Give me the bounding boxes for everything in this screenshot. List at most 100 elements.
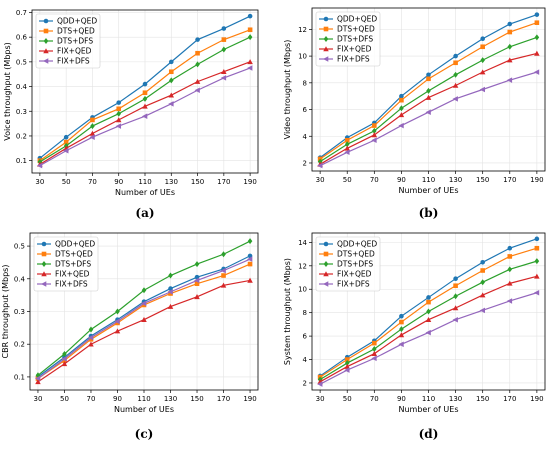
data-point-fix-dfs bbox=[194, 87, 200, 94]
data-point-dts-dfs bbox=[116, 110, 122, 117]
data-point-fix-dfs bbox=[344, 149, 350, 156]
y-axis-label: Video throughput (Mbps) bbox=[283, 40, 292, 140]
data-point-dts-qed bbox=[344, 357, 350, 362]
data-point-fix-dfs bbox=[371, 137, 377, 144]
data-point-dts-qed bbox=[141, 302, 147, 308]
legend-marker bbox=[43, 28, 49, 34]
data-point-fix-dfs bbox=[87, 334, 94, 341]
data-point-dts-qed bbox=[247, 261, 253, 267]
data-point-dts-dfs bbox=[507, 43, 513, 50]
x-tick-label: 150 bbox=[476, 395, 489, 403]
x-tick-label: 170 bbox=[503, 395, 516, 403]
data-point-dts-dfs bbox=[534, 34, 540, 41]
data-point-qdd-qed bbox=[534, 12, 540, 17]
data-point-fix-dfs bbox=[533, 69, 540, 75]
x-tick-label: 130 bbox=[449, 395, 462, 403]
data-point-fix-qed bbox=[425, 316, 432, 323]
data-point-fix-dfs bbox=[220, 75, 227, 81]
legend-label: DTS+QED bbox=[337, 25, 375, 34]
legend-label: DTS+DFS bbox=[337, 260, 373, 269]
data-point-fix-dfs bbox=[114, 318, 120, 325]
data-point-fix-qed bbox=[452, 82, 459, 88]
y-tick-label: 12 bbox=[298, 26, 307, 34]
data-point-dts-dfs bbox=[426, 87, 431, 94]
x-tick-label: 190 bbox=[243, 395, 256, 403]
data-point-fix-dfs bbox=[425, 329, 431, 336]
data-point-fix-qed bbox=[479, 69, 486, 75]
legend-marker bbox=[41, 241, 47, 247]
legend-marker bbox=[323, 261, 329, 267]
legend-marker bbox=[41, 251, 47, 257]
data-point-qdd-qed bbox=[453, 53, 458, 59]
data-point-fix-qed bbox=[425, 94, 432, 100]
x-axis-label: Number of UEs bbox=[115, 188, 175, 197]
y-tick-label: 12 bbox=[298, 262, 307, 270]
data-point-fix-dfs bbox=[452, 96, 458, 102]
data-point-fix-dfs bbox=[317, 162, 323, 169]
data-point-fix-qed bbox=[247, 277, 253, 283]
legend-marker bbox=[43, 38, 49, 44]
x-tick-label: 110 bbox=[137, 395, 150, 403]
legend-box bbox=[33, 236, 99, 292]
legend-box bbox=[315, 11, 381, 67]
x-tick-label: 170 bbox=[217, 178, 230, 186]
data-point-dts-qed bbox=[507, 29, 513, 35]
x-tick-label: 130 bbox=[164, 395, 177, 403]
data-point-qdd-qed bbox=[453, 276, 458, 281]
x-tick-label: 130 bbox=[449, 176, 462, 184]
data-point-dts-qed bbox=[221, 37, 227, 42]
legend-label: QDD+QED bbox=[337, 240, 377, 249]
data-point-fix-dfs bbox=[533, 289, 540, 296]
y-tick-label: 2 bbox=[303, 159, 307, 167]
data-point-fix-qed bbox=[142, 103, 148, 109]
data-point-dts-qed bbox=[62, 358, 67, 363]
data-point-dts-qed bbox=[116, 106, 122, 112]
data-point-fix-dfs bbox=[63, 148, 69, 154]
data-point-dts-dfs bbox=[247, 34, 253, 41]
legend-box bbox=[315, 236, 381, 292]
x-tick-label: 170 bbox=[217, 395, 230, 403]
data-point-qdd-qed bbox=[221, 26, 227, 31]
data-point-fix-dfs bbox=[371, 355, 377, 362]
legend-marker bbox=[323, 56, 329, 62]
data-point-qdd-qed bbox=[116, 100, 122, 105]
legend-marker bbox=[323, 251, 329, 257]
data-point-dts-dfs bbox=[480, 57, 485, 64]
panel-caption: (a) bbox=[135, 206, 154, 220]
x-tick-label: 50 bbox=[60, 395, 69, 403]
data-point-dts-qed bbox=[534, 245, 540, 251]
legend-marker bbox=[323, 241, 329, 247]
data-point-qdd-qed bbox=[195, 37, 200, 42]
data-point-dts-dfs bbox=[195, 61, 200, 68]
legend-marker bbox=[41, 261, 47, 267]
data-point-fix-dfs bbox=[506, 298, 513, 304]
data-point-dts-qed bbox=[247, 27, 253, 33]
y-tick-label: 0.3 bbox=[14, 308, 25, 316]
data-point-dts-dfs bbox=[88, 326, 94, 333]
data-point-dts-qed bbox=[453, 60, 458, 66]
y-tick-label: 0.7 bbox=[16, 9, 27, 17]
data-point-fix-qed bbox=[371, 132, 378, 138]
data-point-fix-dfs bbox=[36, 162, 43, 169]
chart-panel-1: 30 50 70 90 110 130 150 170 190 0.1 0.2 0.3 0.4 0.5 0.… bbox=[3, 9, 259, 220]
data-point-dts-dfs bbox=[141, 287, 147, 294]
chart-panel-3: 30 50 70 90 110 130 150 170 190 0.1 0.2 0.3 0.4 0.5 Nu… bbox=[1, 232, 259, 441]
data-point-dts-dfs bbox=[372, 346, 377, 352]
data-point-dts-qed bbox=[399, 319, 404, 325]
data-point-fix-dfs bbox=[506, 77, 513, 83]
legend-marker bbox=[323, 36, 329, 42]
x-tick-label: 150 bbox=[190, 395, 203, 403]
y-tick-label: 0.1 bbox=[16, 157, 27, 165]
data-point-fix-qed bbox=[534, 273, 540, 279]
data-point-dts-dfs bbox=[453, 293, 458, 300]
data-point-qdd-qed bbox=[480, 259, 485, 265]
data-point-dts-qed bbox=[480, 44, 485, 50]
y-tick-label: 10 bbox=[298, 53, 307, 61]
legend-marker bbox=[323, 281, 329, 287]
y-tick-label: 2 bbox=[303, 379, 307, 387]
panel-caption: (c) bbox=[135, 427, 154, 441]
y-tick-label: 4 bbox=[303, 356, 308, 364]
data-point-fix-qed bbox=[344, 363, 350, 369]
